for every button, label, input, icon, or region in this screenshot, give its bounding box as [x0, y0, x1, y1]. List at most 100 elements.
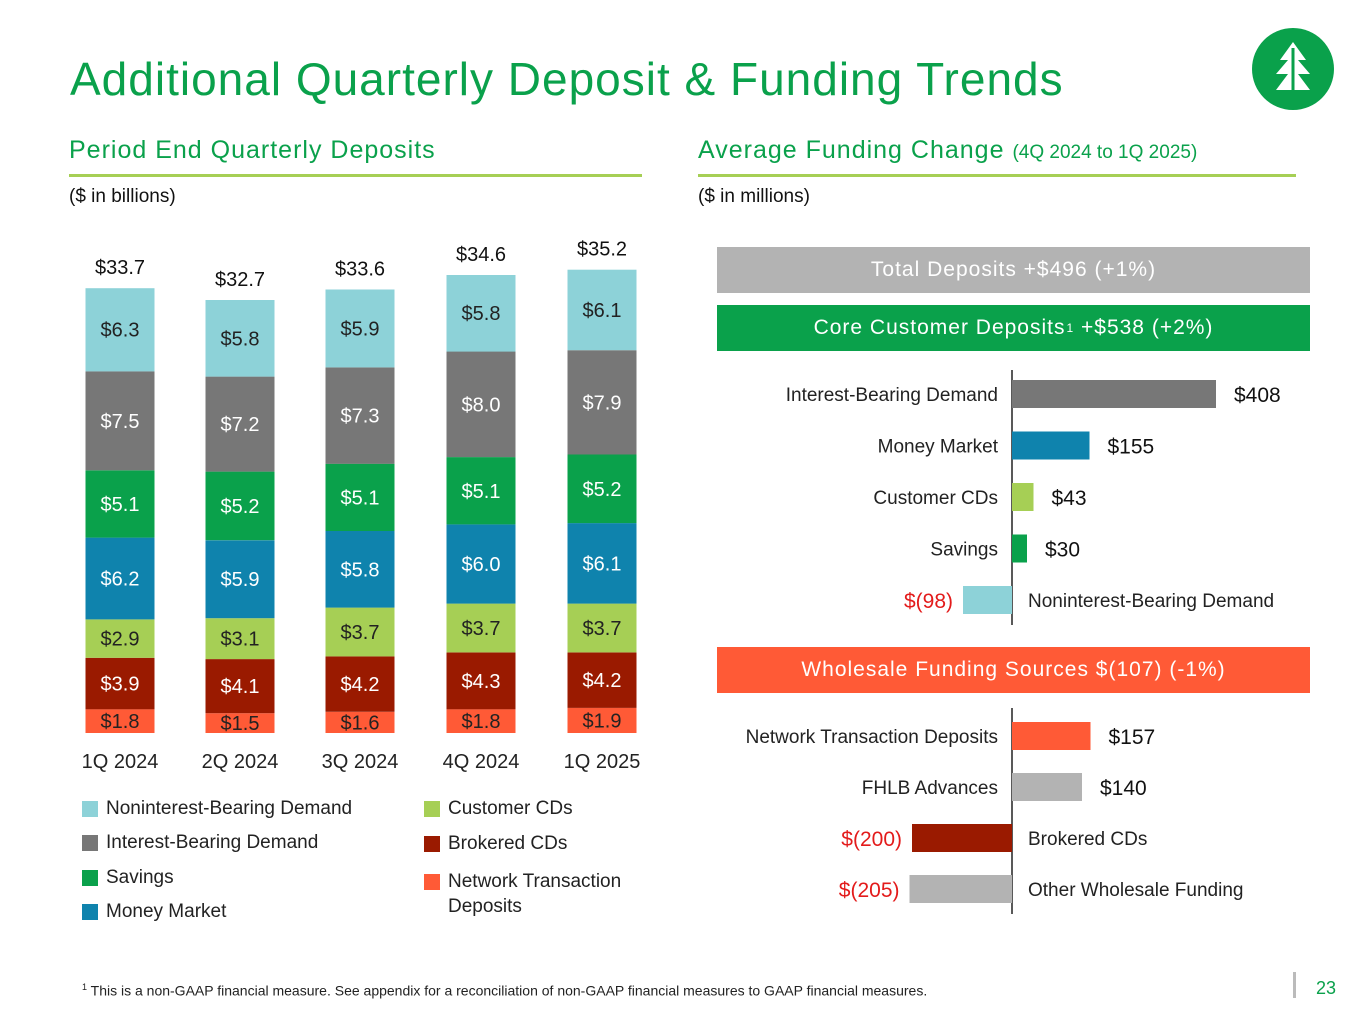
legend-label-continued: Deposits: [448, 896, 522, 917]
segment-label: $7.2: [221, 414, 260, 436]
page-title: Additional Quarterly Deposit & Funding T…: [70, 53, 1064, 105]
bar: [1012, 431, 1090, 460]
value-label: $140: [1100, 777, 1147, 800]
segment-label: $5.1: [341, 487, 380, 509]
right-title-rule: [698, 174, 1296, 177]
bar-segment: [567, 652, 637, 708]
total-deposits-banner: Total Deposits +$496 (+1%): [717, 247, 1310, 293]
legend-swatch: [424, 874, 440, 890]
bar-segment: [85, 470, 155, 538]
right-title-sub: (4Q 2024 to 1Q 2025): [1012, 142, 1198, 163]
bar: [912, 824, 1012, 852]
legend-label: Money Market: [106, 901, 227, 922]
segment-label: $6.1: [583, 553, 622, 575]
segment-label: $1.6: [341, 712, 380, 734]
bar-segment: [85, 619, 155, 658]
total-label: $33.6: [335, 259, 385, 281]
bar-segment: [85, 537, 155, 620]
bar-segment: [325, 289, 395, 368]
bar-segment: [325, 531, 395, 608]
total-label: $32.7: [215, 269, 265, 291]
bar-segment: [85, 371, 155, 471]
core-deposits-banner: Core Customer Deposits 1 +$538 (+2%): [717, 305, 1310, 351]
segment-label: $3.7: [583, 618, 622, 640]
bar-segment: [85, 288, 155, 372]
legend-label: Brokered CDs: [448, 833, 568, 854]
segment-label: $3.7: [462, 618, 501, 640]
x-tick-label: 1Q 2024: [82, 751, 159, 773]
footnote-text: This is a non-GAAP financial measure. Se…: [87, 982, 928, 999]
bar-segment: [325, 607, 395, 657]
x-tick-label: 2Q 2024: [202, 751, 279, 773]
segment-label: $5.9: [221, 569, 260, 591]
segment-label: $5.2: [221, 496, 260, 518]
bar-segment: [446, 275, 516, 352]
bar-segment: [567, 603, 637, 653]
segment-label: $4.2: [341, 674, 380, 696]
category-label: Customer CDs: [873, 488, 998, 509]
bar: [1012, 773, 1082, 801]
bar-segment: [205, 540, 275, 619]
bar-segment: [205, 618, 275, 660]
total-label: $35.2: [577, 239, 627, 261]
segment-label: $5.8: [221, 328, 260, 350]
page-number: 23: [1316, 978, 1337, 998]
bar-segment: [325, 367, 395, 464]
left-title-rule: [69, 174, 642, 177]
core-banner-value: +$538 (+2%): [1074, 316, 1214, 339]
total-label: $34.6: [456, 244, 506, 266]
wholesale-funding-bar-chart: Network Transaction Deposits $157 FHLB Adv…: [746, 708, 1243, 914]
bar-segment: [446, 524, 516, 604]
segment-label: $6.0: [462, 554, 501, 576]
bar-segment: [205, 659, 275, 714]
segment-label: $6.3: [101, 320, 140, 342]
category-label: Savings: [930, 540, 998, 561]
bar-segment: [205, 376, 275, 472]
footnote: 1 This is a non-GAAP financial measure. …: [82, 982, 927, 999]
value-label: $(200): [841, 828, 902, 851]
segment-label: $4.1: [221, 676, 260, 698]
bar-segment: [567, 269, 637, 351]
x-tick-label: 4Q 2024: [443, 751, 520, 773]
segment-label: $7.5: [101, 411, 140, 433]
legend-swatch: [82, 870, 98, 886]
right-units: ($ in millions): [698, 186, 810, 207]
segment-label: $5.2: [583, 479, 622, 501]
category-label: Other Wholesale Funding: [1028, 880, 1243, 901]
total-label: $33.7: [95, 257, 145, 279]
legend-swatch: [424, 836, 440, 852]
value-label: $155: [1108, 436, 1155, 459]
bar: [963, 586, 1012, 614]
left-units: ($ in billions): [69, 186, 176, 207]
core-banner-label: Core Customer Deposits: [813, 316, 1066, 339]
left-section-title: Period End Quarterly Deposits: [69, 136, 436, 164]
bar-segment: [85, 709, 155, 733]
bar-segment: [205, 713, 275, 733]
segment-label: $5.8: [462, 303, 501, 325]
category-label: Money Market: [878, 437, 999, 458]
segment-label: $4.2: [583, 670, 622, 692]
legend-label: Network Transaction: [448, 871, 622, 892]
bar: [1012, 483, 1034, 511]
segment-label: $3.1: [221, 629, 260, 651]
right-title-main: Average Funding Change: [698, 136, 1005, 164]
segment-label: $6.2: [101, 569, 140, 591]
bar-segment: [567, 350, 637, 455]
value-label: $(98): [904, 590, 953, 613]
segment-label: $5.9: [341, 318, 380, 340]
bar-segment: [446, 652, 516, 710]
bar-segment: [325, 711, 395, 733]
legend-swatch: [424, 801, 440, 817]
legend-label: Customer CDs: [448, 798, 573, 819]
category-label: Brokered CDs: [1028, 829, 1147, 850]
segment-label: $1.8: [101, 711, 140, 733]
bar-segment: [446, 709, 516, 733]
bar-segment: [446, 457, 516, 525]
bar-segment: [325, 656, 395, 712]
segment-label: $6.1: [583, 300, 622, 322]
segment-label: $1.8: [462, 711, 501, 733]
bar-segment: [205, 300, 275, 377]
legend-swatch: [82, 801, 98, 817]
bar-segment: [325, 463, 395, 531]
segment-label: $8.0: [462, 394, 501, 416]
